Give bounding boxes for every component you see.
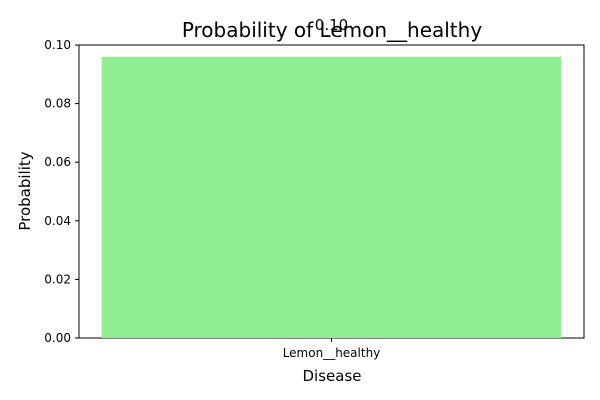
y-tick-label-4: 0.08 [44,97,71,111]
y-axis-ticks: 0.00 0.02 0.04 0.06 0.08 0.10 [44,38,79,345]
y-tick-label-5: 0.10 [44,38,71,52]
x-axis-title: Disease [303,367,362,385]
y-tick-label-3: 0.06 [44,155,71,169]
x-tick-label-0: Lemon__healthy [283,346,381,360]
data-labels: 0.10 [315,16,348,34]
y-tick-label-2: 0.04 [44,214,71,228]
y-tick-label-0: 0.00 [44,331,71,345]
chart-title: Probability of Lemon__healthy [182,18,483,42]
bars-group [101,56,562,338]
data-label-0: 0.10 [315,16,348,34]
bar-0 [101,56,562,338]
y-axis-title: Probability [16,151,34,230]
y-tick-label-1: 0.02 [44,272,71,286]
x-axis-ticks: Lemon__healthy [283,338,381,360]
